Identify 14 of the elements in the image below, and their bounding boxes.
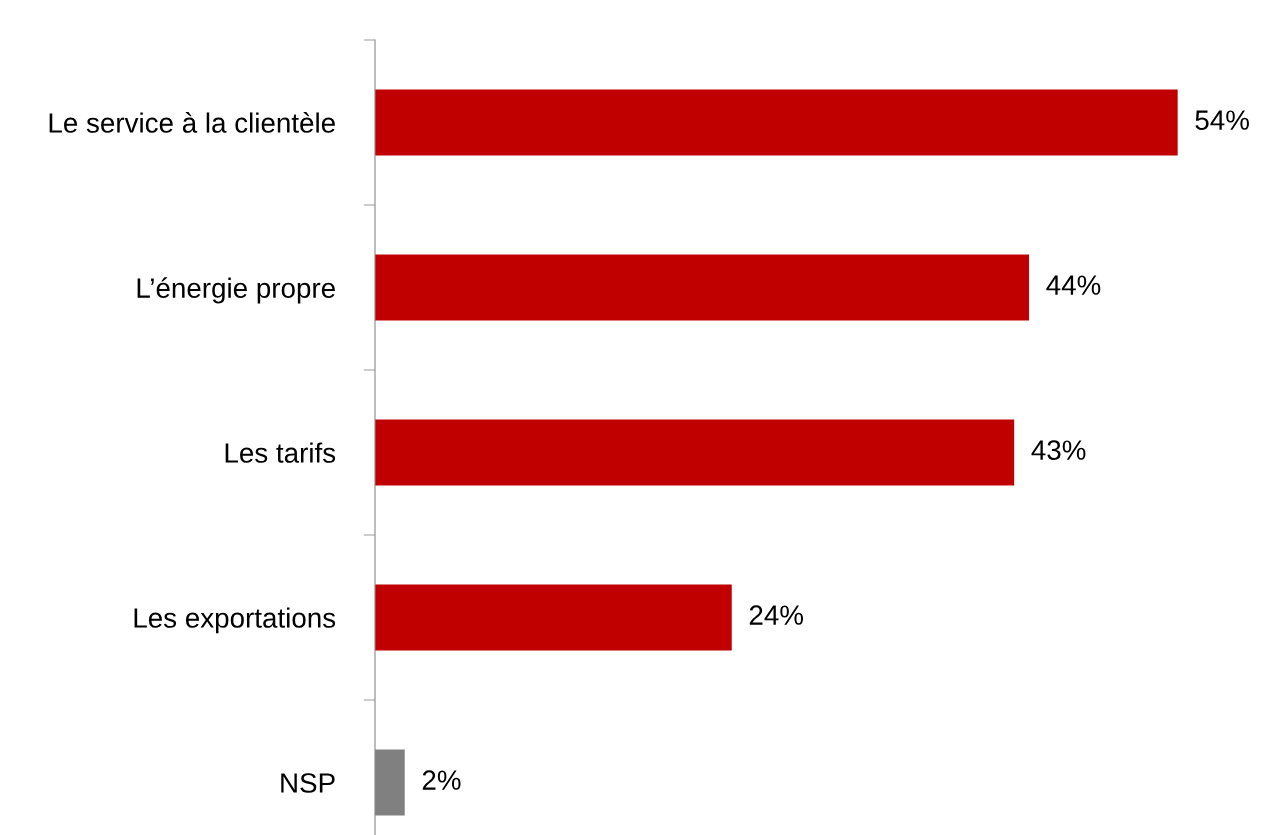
y-tick-label: NSP bbox=[281, 773, 335, 793]
bar bbox=[375, 584, 732, 651]
y-tick-label: L’énergie propre bbox=[137, 277, 335, 304]
data-label: 24% bbox=[749, 605, 804, 625]
data-label: 2% bbox=[422, 770, 461, 790]
y-tick-label: Les exportations bbox=[134, 607, 336, 634]
bar bbox=[375, 254, 1030, 321]
data-label: 44% bbox=[1046, 275, 1101, 295]
bar bbox=[375, 419, 1015, 486]
bar bbox=[375, 89, 1178, 156]
data-label: 43% bbox=[1031, 440, 1086, 460]
y-tick-label: Le service à la clientèle bbox=[49, 112, 335, 133]
y-tick-label: Les tarifs bbox=[225, 442, 336, 463]
data-label: 54% bbox=[1195, 110, 1249, 130]
